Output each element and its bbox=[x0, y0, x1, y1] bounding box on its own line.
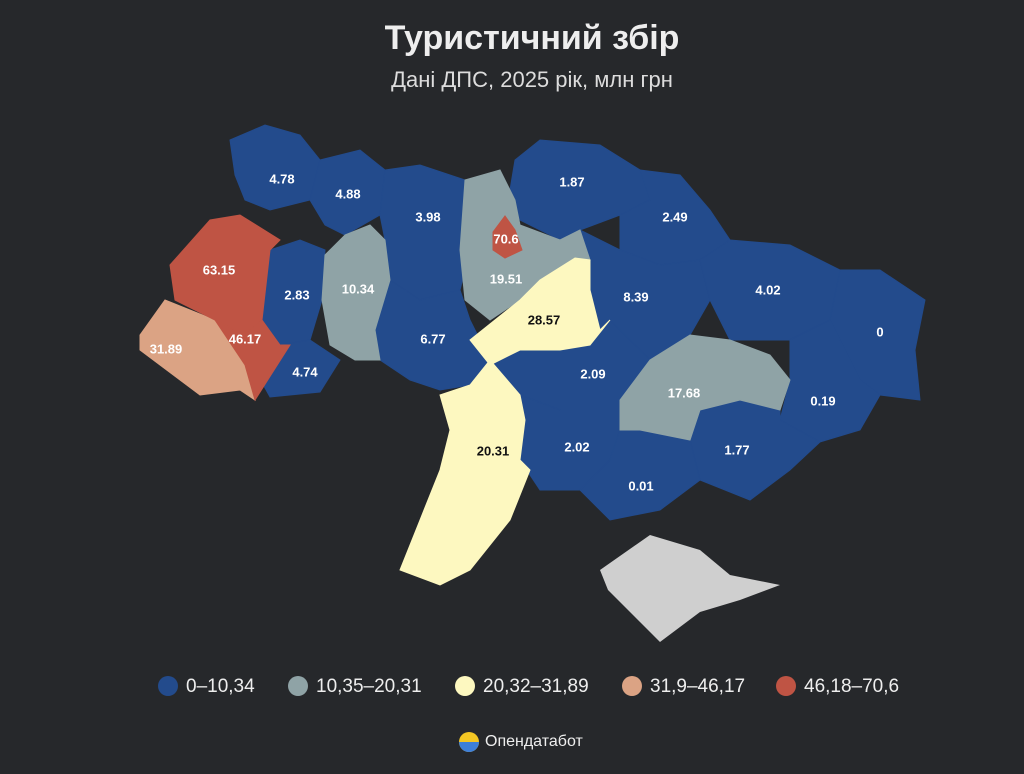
crimea bbox=[600, 535, 780, 642]
region-value-label: 10.34 bbox=[342, 281, 375, 296]
region-value-label: 4.74 bbox=[292, 364, 318, 379]
region-value-label: 70.6 bbox=[493, 231, 518, 246]
subtitle: Дані ДПС, 2025 рік, млн грн bbox=[391, 67, 673, 92]
legend-label: 0–10,34 bbox=[186, 676, 255, 697]
region-value-label: 19.51 bbox=[490, 271, 523, 286]
region-value-label: 28.57 bbox=[528, 312, 561, 327]
region bbox=[379, 164, 471, 301]
region bbox=[213, 318, 291, 402]
legend-label: 10,35–20,31 bbox=[316, 676, 422, 697]
region-value-label: 2.02 bbox=[564, 439, 589, 454]
region-value-label: 17.68 bbox=[668, 385, 701, 400]
region-value-label: 6.77 bbox=[420, 331, 445, 346]
region bbox=[309, 149, 386, 236]
region-value-label: 31.89 bbox=[150, 341, 183, 356]
legend: 0–10,34 10,35–20,31 20,32–31,89 31,9–46,17 4… bbox=[158, 676, 899, 697]
legend-swatch bbox=[158, 676, 178, 696]
legend-label: 46,18–70,6 bbox=[804, 676, 899, 697]
region-value-label: 0.19 bbox=[810, 393, 835, 408]
region bbox=[169, 214, 281, 336]
region-value-label: 2.09 bbox=[580, 366, 605, 381]
legend-swatch bbox=[622, 676, 642, 696]
legend-swatch bbox=[288, 676, 308, 696]
legend-label: 20,32–31,89 bbox=[483, 676, 589, 697]
region-value-label: 2.83 bbox=[284, 287, 309, 302]
region bbox=[492, 215, 523, 259]
region-value-label: 3.98 bbox=[415, 209, 440, 224]
region-value-label: 4.78 bbox=[269, 171, 294, 186]
region-value-label: 2.49 bbox=[662, 209, 687, 224]
region-value-label: 1.77 bbox=[724, 442, 749, 457]
legend-swatch bbox=[455, 676, 475, 696]
region-value-label: 0.01 bbox=[628, 478, 653, 493]
region bbox=[399, 359, 531, 586]
region-value-label: 1.87 bbox=[559, 174, 584, 189]
region-value-label: 4.88 bbox=[335, 186, 360, 201]
logo-icon-part bbox=[459, 742, 479, 752]
legend-label: 31,9–46,17 bbox=[650, 676, 745, 697]
legend-swatch bbox=[776, 676, 796, 696]
region-value-label: 20.31 bbox=[477, 443, 510, 458]
region-value-label: 63.15 bbox=[203, 262, 236, 277]
region-value-label: 0 bbox=[876, 324, 883, 339]
region-value-label: 4.02 bbox=[755, 282, 780, 297]
region-value-label: 8.39 bbox=[623, 289, 648, 304]
region bbox=[779, 319, 881, 443]
regions: 4.78 4.88 3.98 2.83 4.74 6.77 1.87 2.49 8.39 4.02… bbox=[139, 124, 926, 586]
region bbox=[619, 334, 791, 441]
region bbox=[321, 224, 391, 361]
region-value-label: 46.17 bbox=[229, 331, 262, 346]
title: Туристичний збір bbox=[385, 19, 680, 57]
source-logo: Опендатабот bbox=[485, 733, 583, 750]
